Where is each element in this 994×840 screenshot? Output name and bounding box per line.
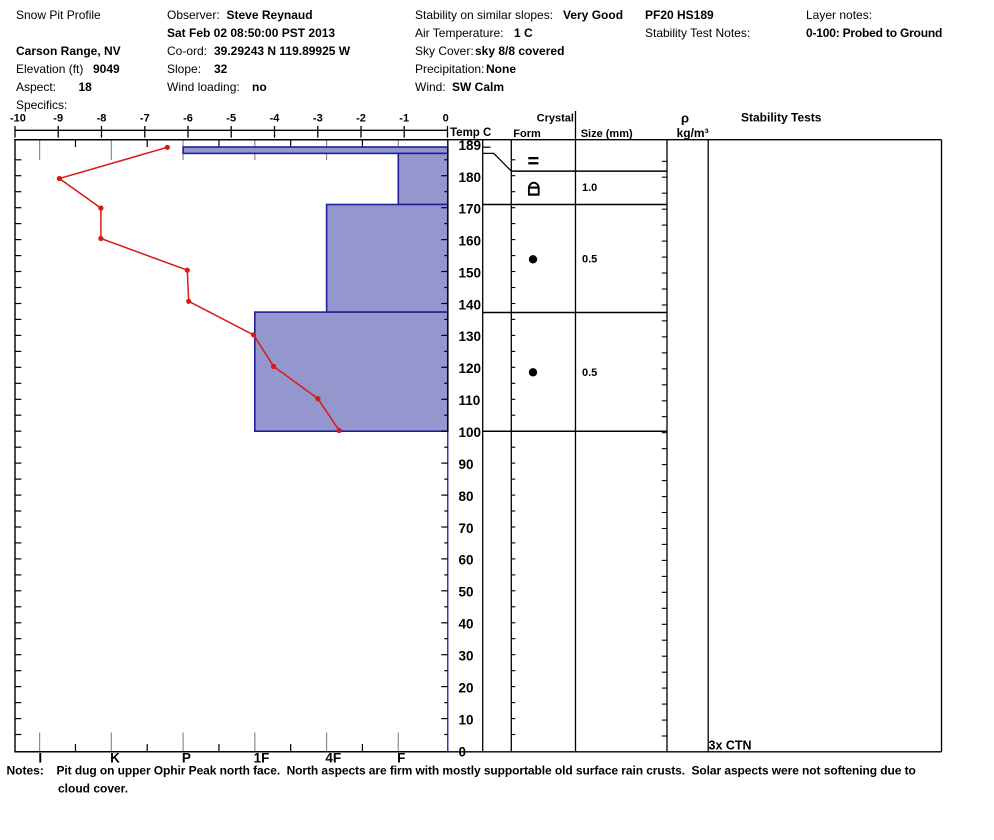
svg-text:no: no [252,80,267,94]
svg-text:160: 160 [459,233,482,248]
svg-text:F: F [397,751,405,766]
svg-text:32: 32 [214,62,228,76]
svg-text:0-100: Probed to Ground: 0-100: Probed to Ground [806,26,942,40]
svg-text:Specifics:: Specifics: [16,98,67,112]
svg-text:4F: 4F [325,751,341,766]
svg-text:40: 40 [459,617,474,632]
svg-text:-2: -2 [356,113,366,125]
svg-text:Stability on similar slopes:: Stability on similar slopes: [415,8,553,22]
svg-text:Very Good: Very Good [563,8,623,22]
svg-text:50: 50 [459,585,474,600]
svg-text:Crystal: Crystal [537,113,574,125]
svg-text:140: 140 [459,297,482,312]
svg-text:180: 180 [459,170,482,185]
svg-text:-3: -3 [313,113,323,125]
svg-text:-4: -4 [270,113,281,125]
svg-text:0.5: 0.5 [582,367,597,379]
svg-text:Aspect:: Aspect: [16,80,56,94]
svg-text:Sat Feb 02 08:50:00 PST 2013: Sat Feb 02 08:50:00 PST 2013 [167,26,335,40]
svg-text:3x CTN: 3x CTN [709,739,752,753]
svg-text:10: 10 [459,712,474,727]
svg-text:-9: -9 [53,113,63,125]
svg-text:SW Calm: SW Calm [452,80,504,94]
svg-text:Wind loading:: Wind loading: [167,80,240,94]
svg-text:70: 70 [459,521,474,536]
svg-text:150: 150 [459,265,482,280]
svg-text:Stability Tests: Stability Tests [741,111,822,125]
svg-text:9049: 9049 [93,62,120,76]
svg-text:110: 110 [459,393,481,408]
svg-text:Observer:: Observer: [167,8,220,22]
svg-text:Co-ord:: Co-ord: [167,44,207,58]
svg-text:P: P [182,751,191,766]
svg-text:90: 90 [459,457,474,472]
svg-text:ρ: ρ [681,111,689,126]
svg-text:0: 0 [459,744,467,759]
svg-text:39.29243 N 119.89925 W: 39.29243 N 119.89925 W [214,44,351,58]
svg-text:Elevation (ft): Elevation (ft) [16,62,83,76]
svg-text:Sky Cover:: Sky Cover: [415,44,474,58]
svg-text:130: 130 [459,329,482,344]
svg-text:Notes:: Notes: [7,764,44,778]
svg-text:Carson Range, NV: Carson Range, NV [16,44,121,58]
svg-text:0: 0 [443,113,449,125]
svg-text:-10: -10 [10,113,26,125]
svg-text:sky 8/8 covered: sky 8/8 covered [475,44,564,58]
svg-text:kg/m³: kg/m³ [677,126,709,140]
svg-text:cloud cover.: cloud cover. [58,782,128,796]
svg-text:PF20 HS189: PF20 HS189 [645,8,714,22]
svg-text:18: 18 [79,80,93,94]
svg-text:0.5: 0.5 [582,254,597,266]
svg-text:Form: Form [513,128,541,140]
svg-text:Wind:: Wind: [415,80,446,94]
svg-text:K: K [110,751,120,766]
svg-text:-5: -5 [226,113,236,125]
svg-text:Pit dug on upper Ophir Peak no: Pit dug on upper Ophir Peak north face. … [57,764,916,778]
svg-text:-1: -1 [399,113,409,125]
svg-text:30: 30 [459,649,474,664]
svg-text:120: 120 [459,361,482,376]
svg-text:1 C: 1 C [514,26,533,40]
svg-text:Steve Reynaud: Steve Reynaud [227,8,313,22]
svg-text:170: 170 [459,201,482,216]
svg-text:Precipitation:: Precipitation: [415,62,484,76]
svg-text:-8: -8 [97,113,107,125]
svg-text:20: 20 [459,680,474,695]
svg-text:60: 60 [459,553,474,568]
svg-text:I: I [38,751,42,766]
svg-text:-6: -6 [183,113,193,125]
svg-text:80: 80 [459,489,474,504]
svg-text:Size (mm): Size (mm) [581,128,633,140]
svg-text:None: None [486,62,516,76]
svg-text:Air Temperature:: Air Temperature: [415,26,503,40]
svg-text:Temp C: Temp C [450,127,491,139]
svg-text:100: 100 [459,425,482,440]
svg-text:Slope:: Slope: [167,62,201,76]
svg-text:Layer notes:: Layer notes: [806,8,872,22]
svg-text:189: 189 [459,138,482,153]
svg-text:Snow Pit Profile: Snow Pit Profile [16,8,101,22]
svg-text:1F: 1F [254,751,270,766]
svg-text:1.0: 1.0 [582,182,597,194]
svg-text:Stability Test Notes:: Stability Test Notes: [645,26,750,40]
svg-text:-7: -7 [140,113,150,125]
